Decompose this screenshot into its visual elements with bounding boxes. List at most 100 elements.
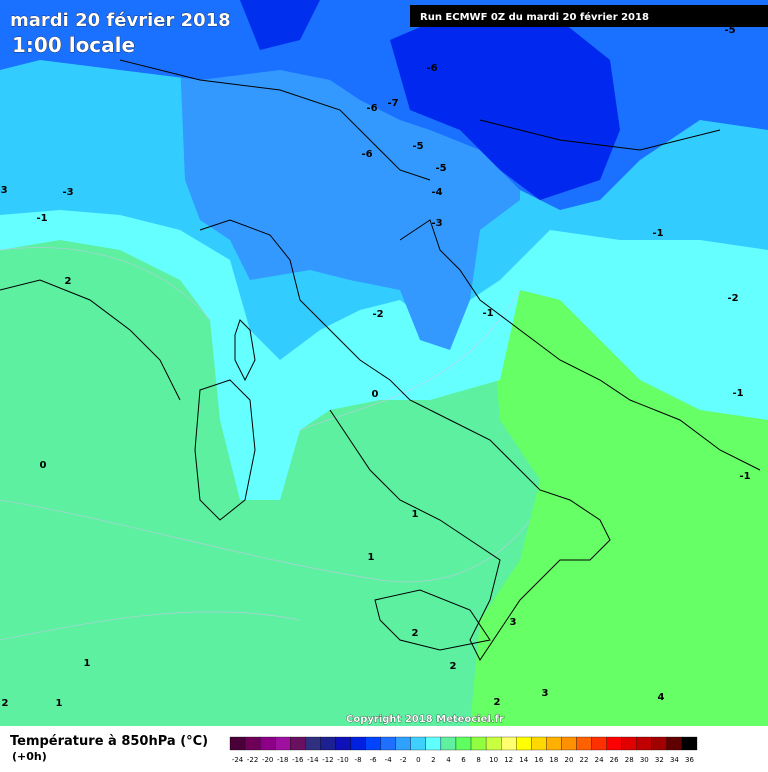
colorbar-tick: -18 [277, 756, 288, 764]
colorbar-tick: -8 [355, 756, 362, 764]
colorbar-swatch [636, 736, 652, 751]
contour-label: -2 [372, 309, 383, 320]
contour-label: 1 [412, 509, 419, 520]
colorbar-tick: 8 [476, 756, 480, 764]
colorbar-swatch [410, 736, 426, 751]
colorbar-swatch [591, 736, 607, 751]
colorbar-swatch [305, 736, 321, 751]
contour-label: -1 [732, 388, 743, 399]
contour-label: 2 [65, 276, 72, 287]
colorbar-tick: 10 [489, 756, 498, 764]
contour-label: -6 [366, 103, 377, 114]
contour-label: -2 [727, 293, 738, 304]
colorbar-tick: 36 [685, 756, 694, 764]
contour-label: 3 [510, 617, 517, 628]
colorbar-tick: -24 [232, 756, 244, 764]
contour-label: -6 [426, 63, 437, 74]
colorbar-tick: -22 [247, 756, 258, 764]
colorbar-tick: 22 [580, 756, 589, 764]
colorbar-swatch [561, 736, 577, 751]
contour-label: -1 [739, 471, 750, 482]
contour-label: -3 [62, 187, 73, 198]
contour-label: -5 [435, 163, 446, 174]
colorbar-swatch [425, 736, 442, 751]
contour-label: 1 [56, 698, 63, 709]
colorbar-tick: -20 [262, 756, 273, 764]
contour-label: 0 [372, 389, 379, 400]
contour-label: -3 [431, 218, 442, 229]
colorbar-swatch [666, 736, 683, 751]
colorbar-tick: -10 [337, 756, 348, 764]
colorbar-swatch [516, 736, 532, 751]
colorbar-swatch [259, 736, 276, 751]
colorbar-swatch [470, 736, 487, 751]
contour-label: 2 [2, 698, 9, 709]
colorbar-tick: 14 [519, 756, 528, 764]
legend-lead: (+0h) [12, 750, 47, 763]
contour-label: -3 [0, 185, 8, 196]
contour-label: 4 [658, 692, 665, 703]
time-title: 1:00 locale [12, 33, 135, 57]
colorbar-swatch [365, 736, 381, 751]
colorbar-swatch [621, 736, 637, 751]
contour-label: 1 [84, 658, 91, 669]
contour-label: 2 [494, 697, 501, 708]
colorbar-tick: 4 [446, 756, 451, 764]
colorbar-swatch [455, 736, 472, 751]
legend-title: Température à 850hPa (°C) [10, 734, 208, 749]
colorbar-tick: -16 [292, 756, 304, 764]
colorbar-tick: 0 [416, 756, 420, 764]
colorbar-swatch [485, 736, 502, 751]
contour-label: 3 [542, 688, 549, 699]
colorbar-tick: -6 [370, 756, 378, 764]
contour-label: 1 [368, 552, 375, 563]
run-info: Run ECMWF 0Z du mardi 20 février 2018 [420, 11, 649, 23]
run-box [410, 5, 768, 27]
colorbar-tick: 24 [595, 756, 604, 764]
colorbar-swatch [380, 736, 396, 751]
colorbar-tick: -2 [400, 756, 407, 764]
colorbar-swatch [275, 736, 291, 751]
contour-label: -1 [36, 213, 47, 224]
colorbar-swatch [546, 736, 562, 751]
contour-label: -1 [482, 308, 493, 319]
contour-label: 2 [412, 628, 419, 639]
copyright: Copyright 2018 Meteociel.fr [346, 714, 504, 725]
contour-labels: -5 -6 -7 -6 -6 -5 -5 -4 -3 -3 -1 -3 2 -1 -2 -1 -2 0 -1 0 -1 1… [0, 25, 751, 709]
colorbar: -24 -22 -20 -18 -16 -14 -12 -10 -8 -6 -4 -2 0 2 4 6 8 10 1… [229, 736, 698, 764]
coastline [199, 219, 611, 661]
colorbar-tick: 30 [640, 756, 649, 764]
colorbar-swatch [531, 736, 547, 751]
colorbar-swatch [395, 736, 411, 751]
contour-label: 2 [450, 661, 457, 672]
colorbar-swatch [229, 736, 246, 751]
colorbar-swatch [320, 736, 336, 751]
colorbar-swatch [244, 736, 261, 751]
colorbar-swatch [290, 736, 306, 751]
coastline [0, 279, 491, 651]
contour-label: -1 [652, 228, 663, 239]
contour-label: 0 [40, 460, 47, 471]
colorbar-tick: -4 [385, 756, 393, 764]
coldest-zone [390, 10, 620, 200]
contour-label: -7 [387, 98, 398, 109]
contour-label: -6 [361, 149, 372, 160]
colorbar-tick: 18 [549, 756, 558, 764]
colorbar-tick: -12 [322, 756, 333, 764]
colorbar-swatch [350, 736, 366, 751]
coastline [399, 219, 761, 471]
contour-label: -5 [412, 141, 423, 152]
date-title: mardi 20 février 2018 [10, 10, 231, 31]
colorbar-swatch [335, 736, 351, 751]
contour-label: -4 [431, 187, 442, 198]
colorbar-tick: 2 [431, 756, 435, 764]
colorbar-swatch [501, 736, 517, 751]
colorbar-tick: 20 [564, 756, 573, 764]
colorbar-tick: 12 [504, 756, 513, 764]
coldest-zone [240, 0, 320, 50]
border [119, 59, 721, 181]
colorbar-swatch [576, 736, 592, 751]
colorbar-swatch [651, 736, 668, 751]
